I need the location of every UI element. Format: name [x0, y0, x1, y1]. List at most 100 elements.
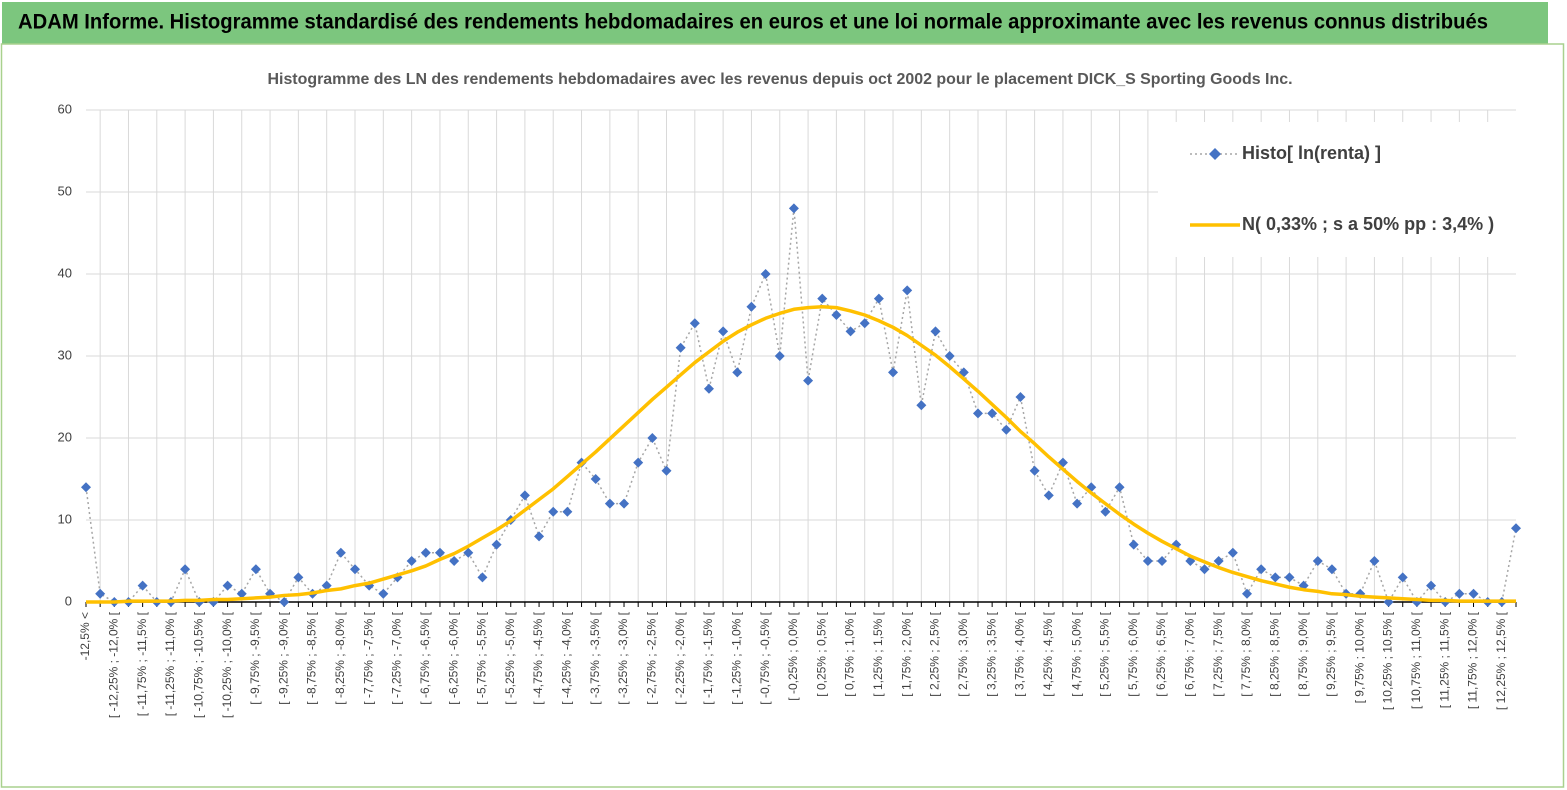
x-tick-label: [ 7,75% ; 8,0% [: [1239, 611, 1253, 696]
x-tick-label: [ -10,25% ; -10,0% [: [220, 611, 234, 718]
data-point: [604, 498, 615, 509]
x-tick-label: [ 8,25% ; 8,5% [: [1267, 611, 1281, 696]
data-point: [1468, 588, 1479, 599]
x-tick-label: [ -3,25% ; -3,0% [: [616, 611, 630, 704]
data-point: [1029, 465, 1040, 476]
data-point: [661, 465, 672, 476]
x-tick-label: [ 9,25% ; 9,5% [: [1324, 611, 1338, 696]
x-tick-label: [ -8,75% ; -8,5% [: [305, 611, 319, 704]
data-point: [449, 556, 460, 566]
x-tick-label: [ 10,25% ; 10,5% [: [1381, 611, 1395, 710]
x-tick-label: [ -11,25% ; -11,0% [: [163, 611, 177, 716]
x-tick-label: [ 5,25% ; 5,5% [: [1098, 611, 1112, 696]
y-tick-label: 60: [58, 101, 72, 116]
data-point: [321, 580, 332, 591]
data-point: [180, 564, 191, 575]
data-point: [1100, 506, 1111, 517]
x-tick-label: [ 3,25% ; 3,5% [: [984, 611, 998, 696]
x-tick-label: [ -12,25% ; -12,0% [: [106, 611, 120, 718]
data-point: [378, 588, 389, 599]
data-point: [548, 506, 559, 517]
y-tick-label: 20: [58, 429, 72, 444]
data-point: [250, 564, 261, 575]
data-point: [434, 547, 445, 558]
data-point: [1128, 539, 1139, 550]
x-tick-label: [ 0,75% ; 1,0% [: [843, 611, 857, 696]
data-point: [633, 457, 644, 468]
data-point: [95, 588, 106, 599]
data-point: [293, 572, 304, 583]
x-tick-label: [ -5,25% ; -5,0% [: [503, 611, 517, 704]
data-point: [1270, 572, 1281, 583]
series-line: [86, 305, 1516, 604]
x-tick-label: [ -3,75% ; -3,5% [: [588, 611, 602, 704]
x-tick-label: [ 2,75% ; 3,0% [: [956, 611, 970, 696]
data-point: [788, 203, 799, 214]
x-tick-label: [ -8,25% ; -8,0% [: [333, 611, 347, 704]
x-tick-label: [ -4,25% ; -4,0% [: [560, 611, 574, 704]
data-point: [350, 564, 361, 575]
data-point: [137, 580, 148, 591]
x-tick-label: [ 7,25% ; 7,5% [: [1211, 611, 1225, 696]
data-point: [944, 351, 955, 361]
data-point: [987, 408, 998, 419]
x-tick-label: [ 6,25% ; 6,5% [: [1154, 611, 1168, 696]
data-point: [675, 342, 686, 353]
data-point: [420, 547, 431, 558]
y-tick-label: 40: [58, 265, 72, 280]
data-point: [335, 547, 346, 558]
data-point: [845, 326, 856, 337]
x-tick-label: [ -11,75% ; -11,5% [: [135, 611, 149, 716]
data-point: [463, 547, 474, 558]
data-point: [1142, 556, 1153, 566]
data-point: [888, 367, 899, 378]
data-point: [916, 400, 927, 411]
legend-box: [1158, 122, 1528, 257]
x-tick-label: [ 2,25% ; 2,5% [: [928, 611, 942, 696]
data-point: [236, 588, 247, 599]
data-point: [1256, 564, 1267, 575]
x-tick-label: [ 10,75% ; 11,0% [: [1409, 611, 1423, 709]
data-point: [222, 580, 233, 591]
data-point: [689, 318, 700, 329]
x-tick-label: [ -6,25% ; -6,0% [: [446, 611, 460, 704]
data-point: [1369, 556, 1380, 566]
data-point: [1043, 490, 1054, 501]
data-point: [1213, 556, 1224, 566]
banner: [2, 2, 1548, 44]
x-tick-label: [ -6,75% ; -6,5% [: [418, 611, 432, 704]
data-point: [873, 293, 884, 304]
data-point: [562, 506, 573, 517]
data-point: [519, 490, 530, 501]
data-point: [1199, 564, 1210, 575]
data-point: [619, 498, 630, 509]
data-point: [1454, 588, 1465, 599]
data-point: [1241, 588, 1252, 599]
x-tick-label: [ 3,75% ; 4,0% [: [1013, 611, 1027, 696]
y-tick-label: 30: [58, 347, 72, 362]
data-point: [1227, 547, 1238, 558]
banner-title: ADAM Informe. Histogramme standardisé de…: [18, 11, 1488, 34]
data-point: [1015, 392, 1026, 402]
data-point: [406, 556, 417, 566]
data-point: [817, 293, 828, 304]
y-tick-label: 10: [58, 511, 72, 526]
x-tick-label: [ -7,25% ; -7,0% [: [390, 611, 404, 704]
x-tick-label: -12,5% <: [78, 612, 92, 660]
data-point: [81, 482, 91, 493]
data-point: [703, 383, 714, 394]
data-point: [1114, 482, 1125, 493]
data-point: [477, 572, 488, 583]
data-point: [902, 285, 913, 296]
x-tick-label: [ -4,75% ; -4,5% [: [531, 611, 545, 704]
data-point: [831, 310, 842, 320]
y-tick-label: 0: [65, 593, 72, 608]
x-tick-label: [ 4,75% ; 5,0% [: [1069, 611, 1083, 696]
x-tick-label: [ 12,25% ; 12,5% [: [1494, 611, 1508, 710]
data-point: [1001, 424, 1012, 435]
x-tick-label: [ 1,25% ; 1,5% [: [871, 611, 885, 696]
x-tick-label: [ -7,75% ; -7,5% [: [361, 611, 375, 704]
x-tick-label: [ -0,75% ; -0,5% [: [758, 611, 772, 704]
legend-label: N( 0,33% ; s a 50% pp : 3,4% ): [1242, 214, 1494, 234]
